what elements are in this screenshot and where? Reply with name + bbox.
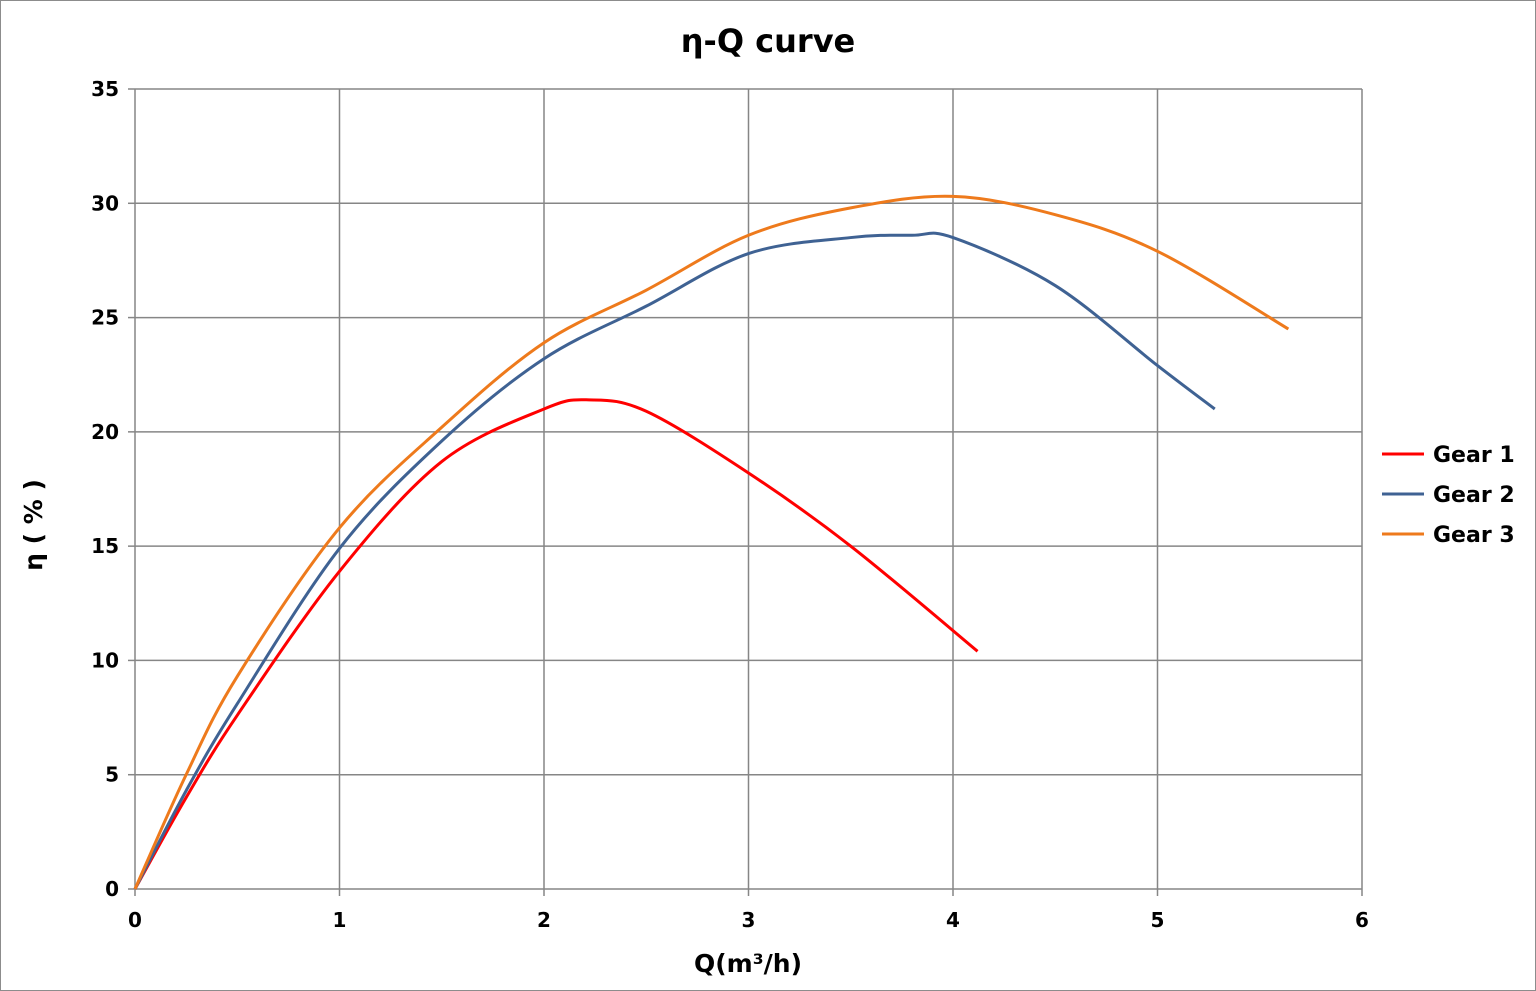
- series-line-gear-2: [133, 231, 1216, 890]
- x-tick-label: 6: [1355, 908, 1369, 932]
- y-axis-label: η ( % ): [19, 479, 48, 571]
- chart-title: η-Q curve: [681, 22, 856, 60]
- y-tick-label: 20: [91, 420, 119, 444]
- legend: Gear 1 Gear 2 Gear 3: [1382, 443, 1515, 548]
- y-tick-label: 30: [91, 191, 119, 215]
- series-line-gear-1: [133, 398, 979, 890]
- legend-label: Gear 2: [1433, 483, 1515, 508]
- y-tick-label: 25: [91, 306, 119, 330]
- legend-label: Gear 1: [1433, 443, 1515, 468]
- y-tick-label: 0: [105, 877, 119, 901]
- series-lines: [133, 194, 1290, 890]
- tick-labels: 0 1 2 3 4 5 6 0 5 10 15 20 25 30 35: [91, 77, 1369, 932]
- y-tick-label: 10: [91, 648, 119, 672]
- x-tick-label: 1: [333, 908, 347, 932]
- y-tick-label: 35: [91, 77, 119, 101]
- x-tick-label: 3: [742, 908, 756, 932]
- y-tick-label: 15: [91, 534, 119, 558]
- grid: [128, 88, 1363, 896]
- x-tick-label: 0: [128, 908, 142, 932]
- x-tick-label: 2: [537, 908, 551, 932]
- series-line-gear-3: [133, 194, 1290, 890]
- legend-label: Gear 3: [1433, 523, 1515, 548]
- x-tick-label: 5: [1151, 908, 1165, 932]
- x-tick-label: 4: [946, 908, 960, 932]
- y-tick-label: 5: [105, 763, 119, 787]
- x-axis-label: Q(m³/h): [694, 949, 802, 978]
